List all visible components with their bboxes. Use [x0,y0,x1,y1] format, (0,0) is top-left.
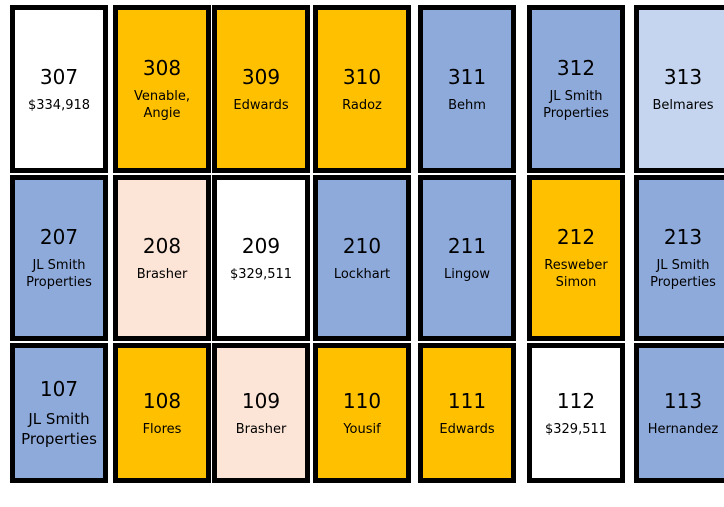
unit-label: $329,511 [229,266,293,282]
unit-label: $334,918 [27,97,91,113]
unit-cell: 308 Venable, Angie [113,5,211,173]
unit-number: 110 [342,388,382,413]
unit-cell: 107 JL Smith Properties [10,343,108,483]
unit-number: 307 [39,64,79,89]
unit-cell: 313 Belmares [634,5,724,173]
unit-cell: 311 Behm [418,5,516,173]
unit-number: 107 [39,377,79,401]
unit-label: JL Smith Properties [21,410,97,448]
unit-label: Belmares [652,97,714,113]
unit-cell: 109 Brasher [212,343,310,483]
unit-label: Lingow [444,266,490,282]
unit-cell: 110 Yousif [313,343,411,483]
unit-label: Flores [142,421,182,437]
unit-label: JL Smith Properties [26,258,92,290]
unit-label: $329,511 [544,421,608,437]
unit-number: 308 [142,56,182,80]
unit-label: Radoz [342,97,382,113]
unit-number: 313 [663,64,703,89]
unit-cell: 212 Resweber Simon [527,175,625,341]
unit-number: 311 [447,64,487,89]
unit-number: 112 [556,388,596,413]
unit-number: 208 [142,233,182,258]
unit-label: Resweber Simon [544,258,608,290]
unit-label: JL Smith Properties [543,89,609,121]
unit-cell: 111 Edwards [418,343,516,483]
unit-cell: 312 JL Smith Properties [527,5,625,173]
unit-label: Edwards [233,97,289,113]
unit-label: JL Smith Properties [650,258,716,290]
unit-cell: 309 Edwards [212,5,310,173]
unit-label: Yousif [343,421,381,437]
unit-number: 210 [342,233,382,258]
unit-cell: 207 JL Smith Properties [10,175,108,341]
unit-cell: 208 Brasher [113,175,211,341]
unit-number: 209 [241,233,281,258]
unit-label: Venable, Angie [133,89,191,121]
unit-number: 211 [447,233,487,258]
unit-cell: 310 Radoz [313,5,411,173]
unit-number: 207 [39,225,79,249]
unit-cell: 112 $329,511 [527,343,625,483]
unit-cell: 209 $329,511 [212,175,310,341]
unit-number: 213 [663,225,703,249]
unit-cell: 307 $334,918 [10,5,108,173]
unit-cell: 210 Lockhart [313,175,411,341]
unit-label: Hernandez [647,421,719,437]
unit-number: 309 [241,64,281,89]
unit-label: Brasher [136,266,188,282]
unit-number: 113 [663,388,703,413]
unit-cell: 211 Lingow [418,175,516,341]
unit-number: 212 [556,225,596,249]
unit-label: Edwards [439,421,495,437]
unit-number: 312 [556,56,596,80]
unit-number: 108 [142,388,182,413]
unit-number: 310 [342,64,382,89]
unit-number: 111 [447,388,487,413]
unit-cell: 108 Flores [113,343,211,483]
unit-label: Lockhart [333,266,391,282]
unit-label: Behm [448,97,486,113]
unit-number: 109 [241,388,281,413]
unit-cell: 213 JL Smith Properties [634,175,724,341]
unit-cell: 113 Hernandez [634,343,724,483]
unit-label: Brasher [235,421,287,437]
